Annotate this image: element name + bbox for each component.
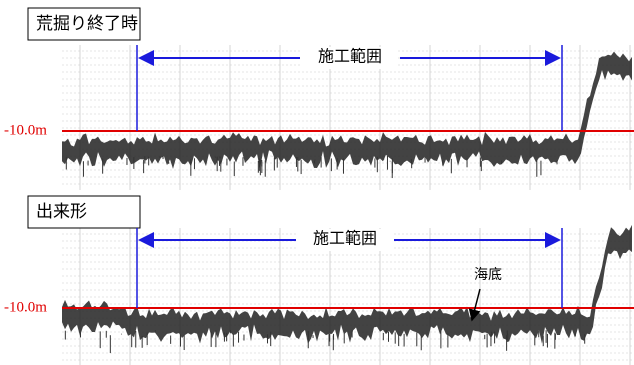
seabed-echo — [62, 52, 632, 169]
panel-title: 荒掘り終了時 — [36, 14, 138, 33]
range-label: 施工範囲 — [313, 230, 377, 248]
depth-label: -10.0m — [4, 122, 47, 138]
panel-title: 出来形 — [36, 202, 87, 221]
figure: 荒掘り終了時 -10.0m 施工範囲 出来形 -10.0m 施工範囲 海底 — [0, 0, 634, 365]
range-label: 施工範囲 — [318, 48, 382, 66]
echogram-layer — [62, 45, 634, 365]
annotation: 海底 — [474, 267, 502, 283]
depth-label: -10.0m — [4, 299, 47, 315]
